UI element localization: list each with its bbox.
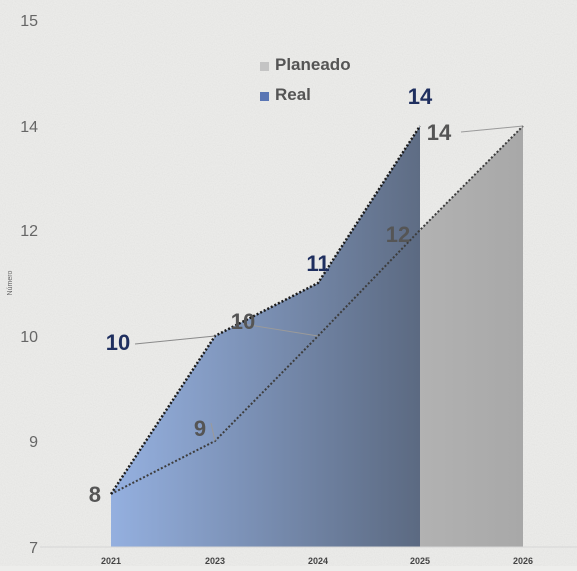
x-axis: 2021 2023 2024 2025 2026 [40, 546, 577, 566]
data-label-leader [210, 422, 216, 442]
data-label-planeado: 10 [231, 309, 255, 334]
legend-swatch [260, 92, 269, 101]
data-label-leader [134, 335, 216, 345]
y-tick-label: 9 [29, 434, 38, 451]
y-tick-label: 7 [29, 540, 38, 557]
y-tick-label: 15 [20, 13, 38, 30]
y-tick-label: 10 [20, 329, 38, 346]
data-label-planeado: 12 [386, 222, 410, 247]
area-real [111, 126, 420, 547]
legend-label: Real [275, 85, 311, 104]
x-tick-label: 2024 [308, 556, 328, 566]
data-label-real: 11 [306, 251, 329, 276]
x-tick-label: 2025 [410, 556, 430, 566]
y-axis: 15 14 12 10 9 7 [20, 13, 38, 557]
data-labels: 8 9 10 12 14 10 11 14 [89, 84, 524, 507]
legend: Planeado Real [260, 55, 351, 104]
series-lines [109, 125, 524, 495]
plot-areas [111, 126, 523, 547]
data-label-planeado: 8 [89, 482, 101, 507]
line-planeado [110, 125, 524, 495]
data-label-leader [242, 323, 319, 337]
data-label-leader [460, 125, 524, 133]
x-tick-label: 2026 [513, 556, 533, 566]
y-axis-title: Número [7, 270, 14, 295]
data-label-planeado: 14 [427, 120, 452, 145]
x-tick-label: 2023 [205, 556, 225, 566]
y-tick-label: 14 [20, 119, 38, 136]
data-label-planeado: 9 [194, 416, 206, 441]
legend-label: Planeado [275, 55, 351, 74]
x-tick-label: 2021 [101, 556, 121, 566]
data-label-real: 10 [106, 330, 130, 355]
y-tick-label: 12 [20, 223, 38, 240]
data-label-real: 14 [408, 84, 433, 109]
legend-swatch [260, 62, 269, 71]
